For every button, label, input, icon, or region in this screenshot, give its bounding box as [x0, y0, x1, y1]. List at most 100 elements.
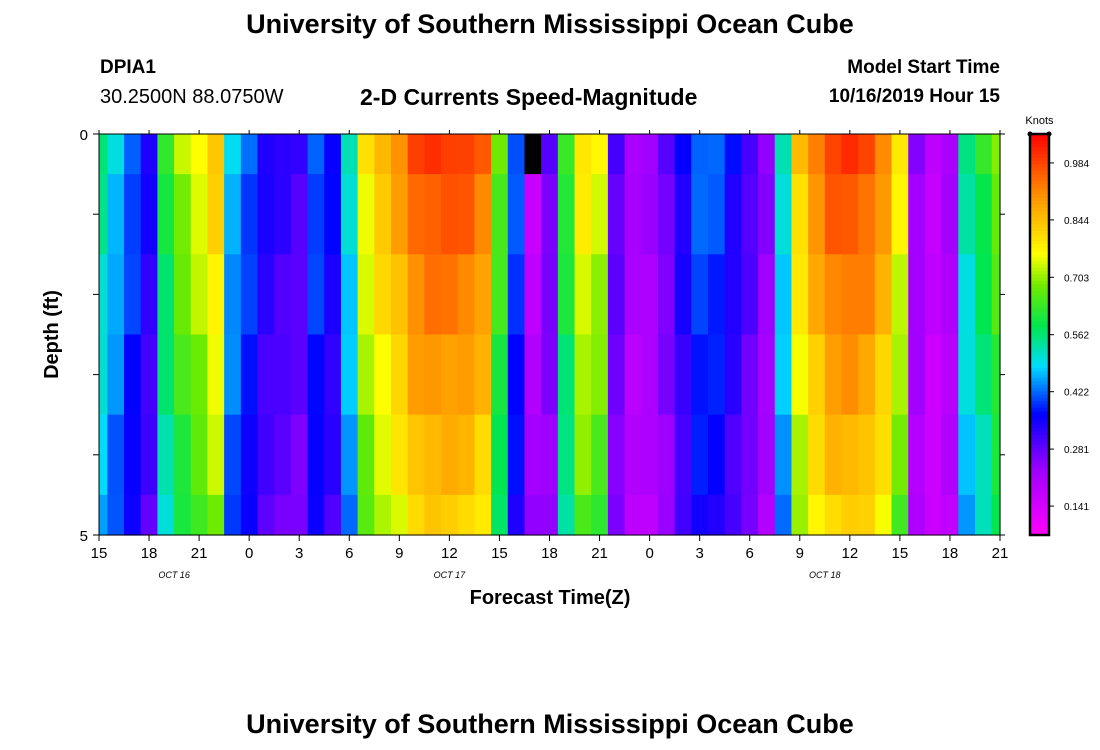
heatmap-cell — [774, 134, 793, 175]
heatmap-cell — [190, 494, 209, 536]
colorbar-segment — [1030, 177, 1049, 182]
x-tick-label: 6 — [345, 545, 353, 562]
heatmap-cell — [524, 494, 542, 536]
heatmap-cell — [507, 254, 526, 336]
heatmap-cell — [374, 494, 392, 536]
heatmap-cell — [290, 494, 309, 536]
colorbar-segment — [1030, 494, 1049, 499]
colorbar-segment — [1030, 250, 1049, 255]
heatmap-cell — [674, 334, 692, 416]
y-tick-label: 0 — [80, 127, 88, 144]
colorbar-segment — [1030, 414, 1049, 419]
heatmap-cell — [974, 174, 993, 255]
x-tick-label: 3 — [695, 545, 703, 562]
colorbar-segment — [1030, 301, 1049, 306]
heatmap-cell — [240, 334, 259, 416]
heatmap-cell — [257, 174, 275, 255]
colorbar-segment — [1030, 227, 1049, 232]
x-tick-label: 0 — [645, 545, 653, 562]
heatmap-cell — [858, 134, 876, 175]
colorbar-segment — [1030, 237, 1049, 242]
colorbar-segment — [1030, 187, 1049, 192]
colorbar-segment — [1030, 367, 1049, 372]
heatmap-cell — [908, 254, 926, 336]
heatmap-cell — [190, 334, 209, 416]
x-tick-label: 21 — [591, 545, 608, 562]
colorbar-segment — [1030, 377, 1049, 382]
heatmap-cell — [741, 134, 759, 175]
heatmap-cell — [958, 494, 976, 536]
heatmap-cell — [991, 254, 1001, 336]
colorbar-segment — [1030, 190, 1049, 195]
heatmap-cell — [107, 254, 125, 336]
heatmap-cell — [441, 494, 459, 536]
colorbar-segment — [1030, 518, 1049, 523]
heatmap-cell — [874, 414, 893, 496]
heatmap-cell — [607, 174, 626, 255]
heatmap-cell — [691, 334, 709, 416]
heatmap-cell — [340, 334, 359, 416]
heatmap-cell — [774, 174, 793, 255]
heatmap-cell — [324, 134, 342, 175]
heatmap-cell — [441, 174, 459, 255]
heatmap-cell — [591, 334, 609, 416]
heatmap-cell — [324, 254, 342, 336]
heatmap-cell — [474, 134, 492, 175]
heatmap-cell — [374, 254, 392, 336]
colorbar-segment — [1030, 267, 1049, 272]
heatmap-cell — [741, 254, 759, 336]
heatmap-cell — [591, 174, 609, 255]
heatmap-cell — [724, 174, 742, 255]
heatmap-cell — [99, 414, 108, 496]
heatmap-cell — [491, 494, 509, 536]
heatmap-cell — [791, 254, 809, 336]
heatmap-cell — [407, 414, 425, 496]
colorbar-segment — [1030, 401, 1049, 406]
colorbar-segment — [1030, 314, 1049, 319]
heatmap-cell — [841, 334, 859, 416]
heatmap-cell — [174, 254, 192, 336]
colorbar-segment — [1030, 194, 1049, 199]
heatmap-cell — [140, 414, 158, 496]
heatmap-cell — [340, 174, 359, 255]
heatmap-cell — [691, 174, 709, 255]
colorbar-segment — [1030, 501, 1049, 506]
colorbar-segment — [1030, 521, 1049, 526]
heatmap-cell — [924, 494, 943, 536]
x-tick-label: 9 — [796, 545, 804, 562]
heatmap-cell — [124, 414, 142, 496]
x-tick-label: 9 — [395, 545, 403, 562]
heatmap-cell — [157, 414, 175, 496]
date-label: OCT 17 — [434, 570, 467, 580]
heatmap-cell — [691, 254, 709, 336]
heatmap-cell — [157, 254, 175, 336]
heatmap-cell — [891, 174, 909, 255]
x-tick-label: 21 — [992, 545, 1009, 562]
heatmap-cell — [224, 494, 242, 536]
heatmap-cell — [507, 334, 526, 416]
colorbar-segment — [1030, 374, 1049, 379]
heatmap-cell — [674, 414, 692, 496]
colorbar-segment — [1030, 271, 1049, 275]
heatmap-cell — [124, 494, 142, 536]
heatmap-cell — [324, 414, 342, 496]
colorbar-segment — [1030, 458, 1049, 463]
heatmap-cell — [257, 414, 275, 496]
heatmap-cell — [591, 254, 609, 336]
colorbar-segment — [1030, 264, 1049, 269]
heatmap-cell — [941, 254, 959, 336]
heatmap-cell — [274, 414, 292, 496]
colorbar-segment — [1030, 341, 1049, 346]
heatmap-cell — [124, 334, 142, 416]
heatmap-cell — [574, 334, 592, 416]
heatmap-cell — [290, 334, 309, 416]
x-tick-label: 12 — [441, 545, 458, 562]
heatmap-cell — [641, 134, 659, 175]
heatmap-cell — [791, 134, 809, 175]
heatmap-cell — [99, 494, 108, 536]
colorbar-segment — [1030, 504, 1049, 509]
heatmap-cell — [908, 334, 926, 416]
heatmap-cell — [607, 134, 626, 175]
x-tick-label: 18 — [541, 545, 558, 562]
heatmap-cell — [824, 134, 843, 175]
